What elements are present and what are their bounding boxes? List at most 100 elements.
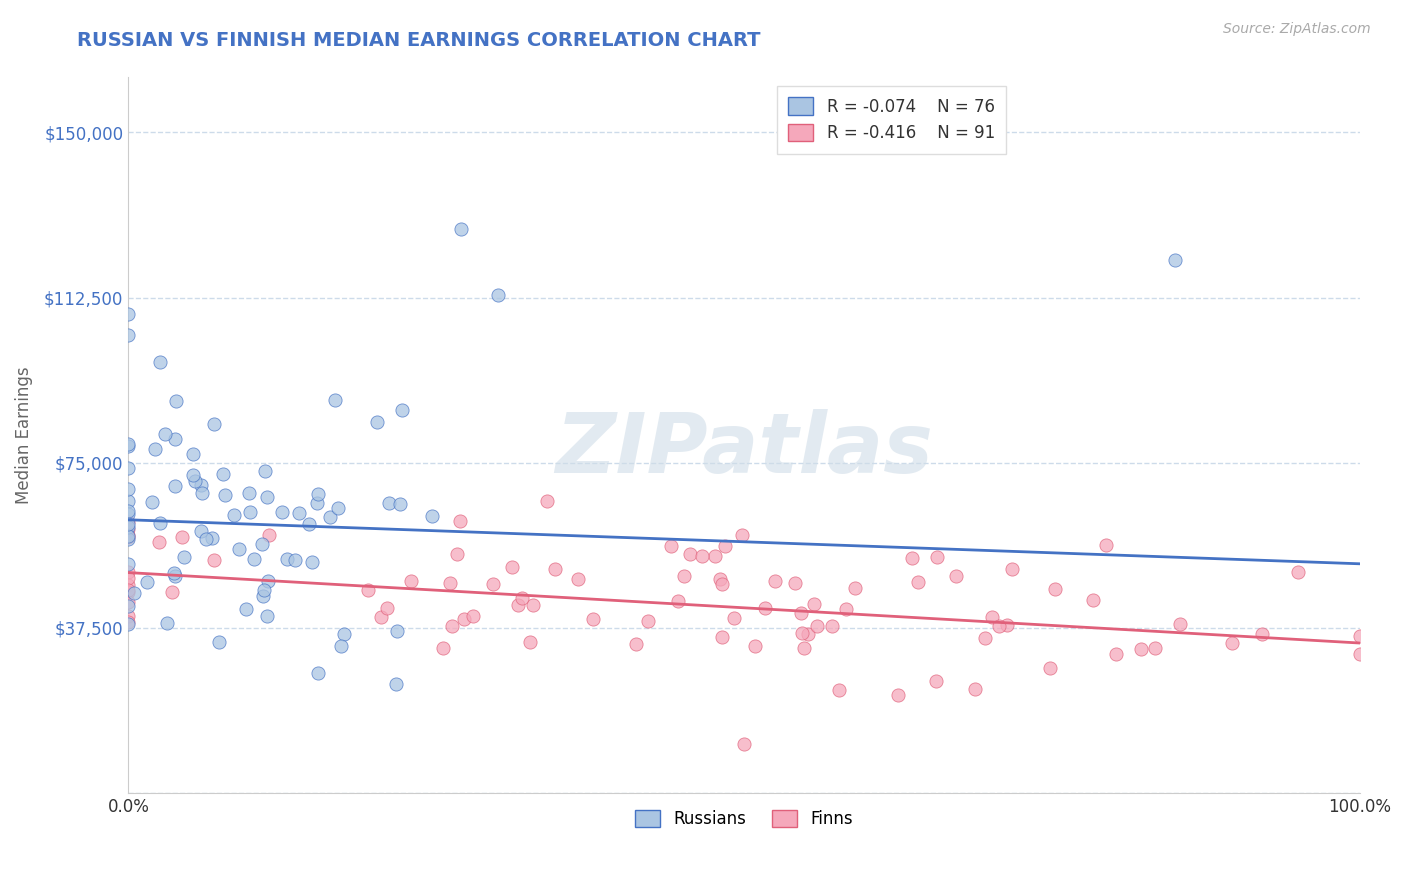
Point [165,479,187,493]
Point [439,576,461,591]
Point [793,640,815,655]
Point [117,530,139,544]
Point [117,439,139,453]
Point [242,552,264,566]
Point [567,573,589,587]
Point [1043,582,1066,596]
Point [522,598,544,612]
Point [723,610,745,624]
Point [446,547,468,561]
Point [148,535,170,549]
Point [486,288,509,302]
Point [256,608,278,623]
Text: RUSSIAN VS FINNISH MEDIAN EARNINGS CORRELATION CHART: RUSSIAN VS FINNISH MEDIAN EARNINGS CORRE… [77,31,761,50]
Point [925,674,948,689]
Point [253,465,276,479]
Point [287,506,309,520]
Point [235,602,257,616]
Point [711,577,734,591]
Point [828,682,851,697]
Point [790,626,813,640]
Point [117,571,139,585]
Point [366,415,388,429]
Point [117,528,139,542]
Point [117,461,139,475]
Point [637,614,659,628]
Point [582,612,605,626]
Point [835,601,858,615]
Point [276,552,298,566]
Point [208,634,231,648]
Point [704,549,727,564]
Point [519,635,541,649]
Point [117,493,139,508]
Point [117,594,139,608]
Point [1251,627,1274,641]
Point [270,505,292,519]
Point [117,615,139,629]
Point [195,533,218,547]
Point [1129,642,1152,657]
Point [117,617,139,632]
Text: Source: ZipAtlas.com: Source: ZipAtlas.com [1223,22,1371,37]
Point [117,578,139,592]
Point [673,569,696,583]
Point [1039,661,1062,675]
Point [228,542,250,557]
Point [391,403,413,417]
Point [731,528,754,542]
Point [1348,629,1371,643]
Point [323,393,346,408]
Point [239,505,262,519]
Point [482,576,505,591]
Point [659,540,682,554]
Point [844,581,866,595]
Point [502,559,524,574]
Point [141,495,163,509]
Point [763,574,786,588]
Point [202,553,225,567]
Point [190,524,212,538]
Point [153,427,176,442]
Point [307,487,329,501]
Point [1286,566,1309,580]
Point [981,609,1004,624]
Point [136,574,159,589]
Point [544,561,567,575]
Point [1144,641,1167,656]
Point [626,637,648,651]
Point [965,682,987,697]
Point [333,627,356,641]
Point [117,307,139,321]
Point [925,550,948,565]
Point [202,417,225,431]
Point [183,446,205,460]
Point [117,516,139,530]
Point [370,610,392,624]
Point [117,533,139,547]
Point [987,619,1010,633]
Point [143,442,166,456]
Point [1220,636,1243,650]
Point [117,609,139,624]
Point [149,516,172,531]
Point [252,583,274,598]
Point [117,482,139,496]
Point [1170,616,1192,631]
Point [733,737,755,751]
Point [117,503,139,517]
Point [117,557,139,571]
Point [190,478,212,492]
Point [907,575,929,590]
Point [117,437,139,451]
Point [449,514,471,528]
Point [450,222,472,236]
Point [666,594,689,608]
Point [200,531,222,545]
Point [536,494,558,508]
Point [165,393,187,408]
Point [319,509,342,524]
Point [420,508,443,523]
Point [165,433,187,447]
Point [785,576,807,591]
